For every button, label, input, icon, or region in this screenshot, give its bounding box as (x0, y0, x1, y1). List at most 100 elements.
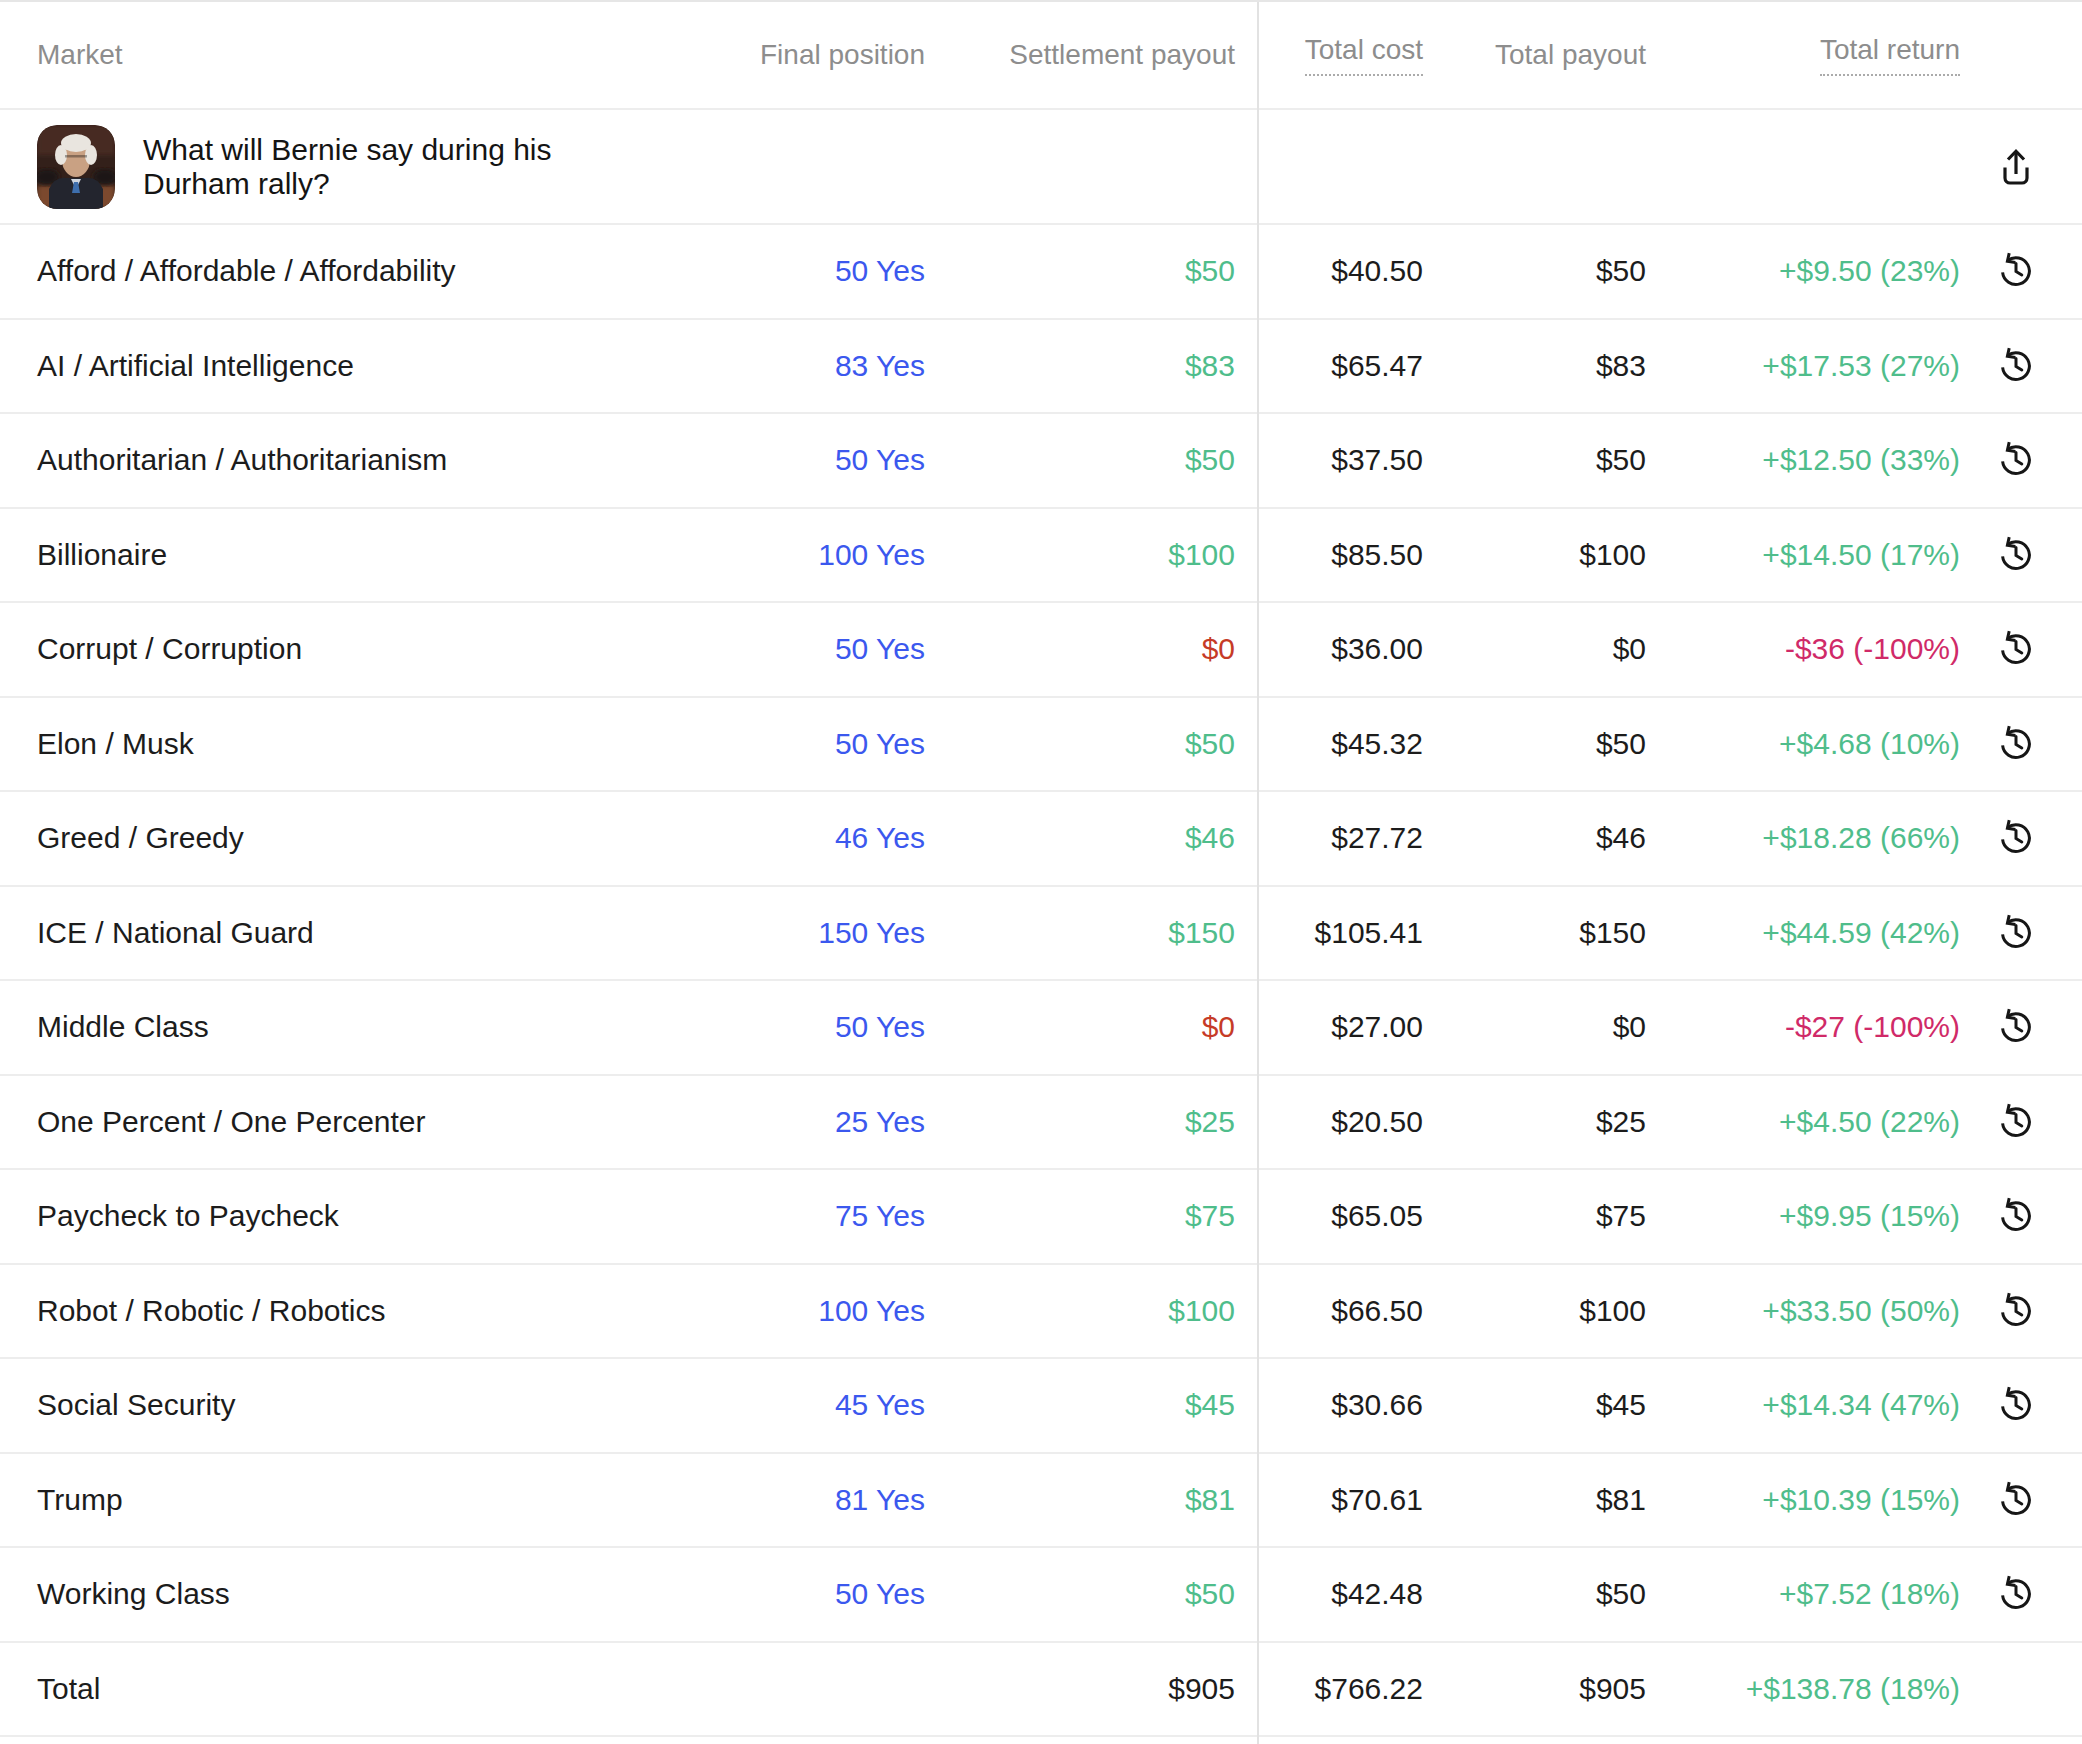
market-name[interactable]: Elon / Musk (0, 727, 625, 761)
total-cost-value: $42.48 (1235, 1577, 1423, 1611)
history-icon[interactable] (1994, 1573, 2036, 1615)
market-name[interactable]: One Percent / One Percenter (0, 1105, 625, 1139)
final-position[interactable]: 150 Yes (625, 916, 925, 950)
total-return-value: +$14.50 (17%) (1646, 538, 1960, 572)
total-cost-value: $40.50 (1235, 254, 1423, 288)
market-row: Elon / Musk50 Yes$50$45.32$50+$4.68 (10%… (0, 698, 2082, 793)
market-row: Trump81 Yes$81$70.61$81+$10.39 (15%) (0, 1454, 2082, 1549)
market-name[interactable]: Authoritarian / Authoritarianism (0, 443, 625, 477)
final-position[interactable]: 50 Yes (625, 632, 925, 666)
market-row: Social Security45 Yes$45$30.66$45+$14.34… (0, 1359, 2082, 1454)
total-return-value: +$4.68 (10%) (1646, 727, 1960, 761)
final-position[interactable]: 50 Yes (625, 1010, 925, 1044)
table-header: Market Final position Settlement payout … (0, 2, 2082, 110)
total-return-label[interactable]: Total return (1820, 34, 1960, 76)
total-return-value: +$138.78 (18%) (1646, 1672, 1960, 1706)
total-return-value: +$7.52 (18%) (1646, 1577, 1960, 1611)
history-icon[interactable] (1994, 250, 2036, 292)
market-name[interactable]: Billionaire (0, 538, 625, 572)
total-cost-value: $65.47 (1235, 349, 1423, 383)
market-name[interactable]: AI / Artificial Intelligence (0, 349, 625, 383)
market-question[interactable]: What will Bernie say during his Durham r… (143, 133, 625, 201)
market-row: Paycheck to Paycheck75 Yes$75$65.05$75+$… (0, 1170, 2082, 1265)
market-name[interactable]: Middle Class (0, 1010, 625, 1044)
history-icon[interactable] (1994, 1384, 2036, 1426)
history-icon[interactable] (1994, 723, 2036, 765)
final-position[interactable]: 25 Yes (625, 1105, 925, 1139)
total-cost-value: $105.41 (1235, 916, 1423, 950)
history-cell (1960, 1006, 2082, 1048)
total-payout-value: $25 (1423, 1105, 1646, 1139)
history-icon[interactable] (1994, 1101, 2036, 1143)
history-icon[interactable] (1994, 912, 2036, 954)
final-position[interactable]: 75 Yes (625, 1199, 925, 1233)
final-position[interactable]: 50 Yes (625, 254, 925, 288)
final-position[interactable]: 83 Yes (625, 349, 925, 383)
market-name[interactable]: Working Class (0, 1577, 625, 1611)
history-icon[interactable] (1994, 534, 2036, 576)
settlement-payout: $0 (925, 632, 1235, 666)
final-position[interactable]: 81 Yes (625, 1483, 925, 1517)
history-cell (1960, 534, 2082, 576)
total-cost-value: $37.50 (1235, 443, 1423, 477)
market-name[interactable]: Greed / Greedy (0, 821, 625, 855)
history-icon[interactable] (1994, 439, 2036, 481)
final-position[interactable]: 100 Yes (625, 1294, 925, 1328)
final-position[interactable]: 100 Yes (625, 538, 925, 572)
total-cost-value: $85.50 (1235, 538, 1423, 572)
history-icon[interactable] (1994, 1006, 2036, 1048)
market-group-row: What will Bernie say during his Durham r… (0, 110, 2082, 225)
market-row: Authoritarian / Authoritarianism50 Yes $5… (0, 414, 2082, 509)
market-row: AI / Artificial Intelligence83 Yes $83$65… (0, 320, 2082, 415)
col-header-market: Market (0, 39, 625, 71)
settlement-payout: $50 (925, 1577, 1235, 1611)
history-icon[interactable] (1994, 628, 2036, 670)
col-header-total-cost[interactable]: Total cost (1235, 34, 1423, 76)
share-icon[interactable] (1996, 146, 2036, 188)
total-payout-value: $83 (1423, 349, 1646, 383)
market-row: Middle Class50 Yes$0$27.00$0-$27 (-100%) (0, 981, 2082, 1076)
col-header-total-return[interactable]: Total return (1646, 34, 1960, 76)
settlement-payout: $25 (925, 1105, 1235, 1139)
total-return-value: +$14.34 (47%) (1646, 1388, 1960, 1422)
market-name[interactable]: Corrupt / Corruption (0, 632, 625, 666)
col-header-total-payout: Total payout (1423, 39, 1646, 71)
market-row: Billionaire100 Yes$100$85.50$100+$14.50 … (0, 509, 2082, 604)
final-position[interactable]: 45 Yes (625, 1388, 925, 1422)
final-position[interactable]: 46 Yes (625, 821, 925, 855)
total-return-value: +$33.50 (50%) (1646, 1294, 1960, 1328)
final-position[interactable]: 50 Yes (625, 443, 925, 477)
history-icon[interactable] (1994, 1290, 2036, 1332)
total-payout-value: $0 (1423, 1010, 1646, 1044)
total-payout-value: $50 (1423, 443, 1646, 477)
total-cost-label[interactable]: Total cost (1305, 34, 1423, 76)
market-name[interactable]: ICE / National Guard (0, 916, 625, 950)
market-row: Afford / Affordable / Affordability50 Ye… (0, 225, 2082, 320)
history-icon[interactable] (1994, 1479, 2036, 1521)
market-name[interactable]: Trump (0, 1483, 625, 1517)
history-cell (1960, 723, 2082, 765)
settlement-payout: $50 (925, 727, 1235, 761)
total-payout-value: $100 (1423, 1294, 1646, 1328)
history-icon[interactable] (1994, 345, 2036, 387)
total-payout-value: $81 (1423, 1483, 1646, 1517)
history-icon[interactable] (1994, 1195, 2036, 1237)
settlement-payout: $75 (925, 1199, 1235, 1233)
market-name[interactable]: Social Security (0, 1388, 625, 1422)
settlement-payout: $50 (925, 254, 1235, 288)
final-position[interactable]: 50 Yes (625, 1577, 925, 1611)
market-name[interactable]: Afford / Affordable / Affordability (0, 254, 625, 288)
history-icon[interactable] (1994, 817, 2036, 859)
final-position[interactable]: 50 Yes (625, 727, 925, 761)
col-header-settlement-payout: Settlement payout (925, 39, 1235, 71)
settlement-payout: $45 (925, 1388, 1235, 1422)
market-group-cell: What will Bernie say during his Durham r… (0, 125, 625, 209)
group-actions (1960, 146, 2082, 188)
history-cell (1960, 817, 2082, 859)
total-return-value: +$4.50 (22%) (1646, 1105, 1960, 1139)
market-name[interactable]: Robot / Robotic / Robotics (0, 1294, 625, 1328)
total-return-value: +$18.28 (66%) (1646, 821, 1960, 855)
total-cost-value: $36.00 (1235, 632, 1423, 666)
market-name[interactable]: Paycheck to Paycheck (0, 1199, 625, 1233)
history-cell (1960, 912, 2082, 954)
